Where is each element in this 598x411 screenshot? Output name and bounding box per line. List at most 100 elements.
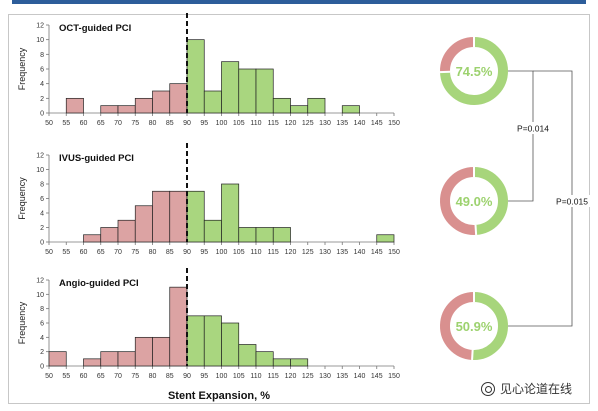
bracket-oct-angio-label: P=0.015 xyxy=(556,197,588,207)
chart-1-x-tick-label: 100 xyxy=(216,249,228,256)
chart-1-x-tick-label: 50 xyxy=(45,249,53,256)
chart-1-y-tick-label: 6 xyxy=(40,196,44,203)
chart-0-x-tick-label: 115 xyxy=(268,120,279,127)
chart-0-x-tick-label: 110 xyxy=(250,120,261,127)
chart-0-x-tick-label: 105 xyxy=(233,120,245,127)
chart-1-x-tick-label: 55 xyxy=(62,249,70,256)
chart-2-x-tick-label: 110 xyxy=(250,373,261,380)
donut-2-separator xyxy=(471,349,474,361)
chart-2-x-tick-label: 120 xyxy=(285,373,297,380)
chart-2-bar xyxy=(203,315,222,367)
chart-1-x-tick-label: 70 xyxy=(114,249,122,256)
chart-0-bar xyxy=(341,105,360,114)
chart-0-bar xyxy=(186,39,205,114)
chart-0-x-tick-label: 50 xyxy=(45,120,53,127)
chart-0-x-tick-label: 90 xyxy=(183,120,191,127)
chart-0-bar xyxy=(272,97,291,114)
chart-0-bar xyxy=(221,61,240,114)
chart-0-bar xyxy=(65,97,84,114)
chart-2-y-tick-label: 0 xyxy=(40,364,44,371)
chart-1-y-tick-label: 2 xyxy=(40,225,44,232)
chart-2-bar xyxy=(238,344,257,367)
donut-2-percent-label: 50.9% xyxy=(456,319,493,334)
donut-2-red-slice xyxy=(440,292,475,360)
chart-1-bar xyxy=(238,227,257,243)
chart-0-y-tick-label: 6 xyxy=(40,67,44,74)
chart-1-y-axis-label: Frequency xyxy=(17,177,27,220)
chart-2-bar xyxy=(169,286,188,367)
chart-0-bar xyxy=(307,97,326,114)
chart-0-x-tick-label: 100 xyxy=(216,120,228,127)
chart-2-x-tick-label: 145 xyxy=(371,373,383,380)
chart-1-x-tick-label: 145 xyxy=(371,249,383,256)
chart-1-bar xyxy=(117,219,136,243)
shared-x-axis-label: Stent Expansion, % xyxy=(168,390,270,402)
chart-0-x-tick-label: 80 xyxy=(149,120,157,127)
chart-1-bar xyxy=(272,227,291,243)
chart-0-y-tick-label: 12 xyxy=(36,23,44,30)
chart-2-y-tick-label: 4 xyxy=(40,335,44,342)
chart-1-y-tick-label: 0 xyxy=(40,240,44,247)
chart-0-x-tick-label: 70 xyxy=(114,120,122,127)
chart-1-bar xyxy=(376,234,395,243)
chart-1-x-tick-label: 110 xyxy=(250,249,261,256)
chart-2-y-tick-label: 2 xyxy=(40,349,44,356)
donut-1-percent-label: 49.0% xyxy=(456,194,493,209)
chart-2-bar xyxy=(272,358,291,367)
chart-2-bar xyxy=(290,358,309,367)
chart-1-bar xyxy=(134,205,153,243)
chart-0-x-tick-label: 75 xyxy=(131,120,139,127)
chart-0-bar xyxy=(238,68,257,114)
chart-0-x-tick-label: 55 xyxy=(62,120,70,127)
chart-1-y-tick-label: 8 xyxy=(40,182,44,189)
donut-0-green-slice xyxy=(440,37,508,105)
chart-0-y-tick-label: 0 xyxy=(40,111,44,118)
chart-0-title: OCT-guided PCI xyxy=(59,23,131,34)
chart-1-x-tick-label: 115 xyxy=(268,249,279,256)
chart-2-bar xyxy=(134,336,153,367)
chart-0-bar xyxy=(203,90,222,114)
bracket-oct-ivus xyxy=(508,70,534,202)
bracket-oct-ivus-label-bg xyxy=(514,122,552,134)
chart-2-x-tick-label: 115 xyxy=(268,373,279,380)
bracket-oct-ivus-label: P=0.014 xyxy=(517,124,549,134)
chart-0-bar xyxy=(152,90,171,114)
donut-0-percent-label: 74.5% xyxy=(456,64,493,79)
chart-1-x-tick-label: 140 xyxy=(354,249,366,256)
chart-1-x-tick-label: 90 xyxy=(183,249,191,256)
chart-2-y-tick-label: 10 xyxy=(36,292,44,299)
chart-0-bar xyxy=(117,105,136,114)
chart-1-bar xyxy=(255,227,274,243)
chart-2-bar xyxy=(221,322,240,367)
chart-2-x-tick-label: 60 xyxy=(80,373,88,380)
chart-1-x-tick-label: 60 xyxy=(80,249,88,256)
chart-1-bar xyxy=(100,227,119,243)
chart-0-y-tick-label: 10 xyxy=(36,37,44,44)
chart-1-bar xyxy=(203,219,222,243)
chart-2-x-tick-label: 140 xyxy=(354,373,366,380)
chart-2-x-tick-label: 135 xyxy=(336,373,348,380)
chart-1-bar xyxy=(83,234,102,243)
top-accent-bar xyxy=(12,0,586,4)
chart-1-x-tick-label: 80 xyxy=(149,249,157,256)
chart-0-bar xyxy=(134,97,153,114)
chart-2-x-tick-label: 105 xyxy=(233,373,245,380)
wechat-icon xyxy=(480,381,495,396)
chart-0-bar xyxy=(290,105,309,114)
chart-1-x-tick-label: 95 xyxy=(200,249,208,256)
chart-1-x-tick-label: 85 xyxy=(166,249,174,256)
chart-1-x-tick-label: 125 xyxy=(302,249,314,256)
chart-0-y-axis-label: Frequency xyxy=(17,47,27,90)
figure-frame xyxy=(8,14,590,404)
chart-0-x-tick-label: 135 xyxy=(336,120,348,127)
chart-0-y-tick-label: 2 xyxy=(40,96,44,103)
chart-2-y-tick-label: 12 xyxy=(36,278,44,285)
chart-0-y-tick-label: 8 xyxy=(40,52,44,59)
chart-0-x-tick-label: 150 xyxy=(388,120,400,127)
chart-2-x-tick-label: 70 xyxy=(114,373,122,380)
watermark-text: 见心论道在线 xyxy=(499,382,572,396)
donut-1-red-slice xyxy=(440,167,477,235)
chart-0-x-tick-label: 60 xyxy=(80,120,88,127)
